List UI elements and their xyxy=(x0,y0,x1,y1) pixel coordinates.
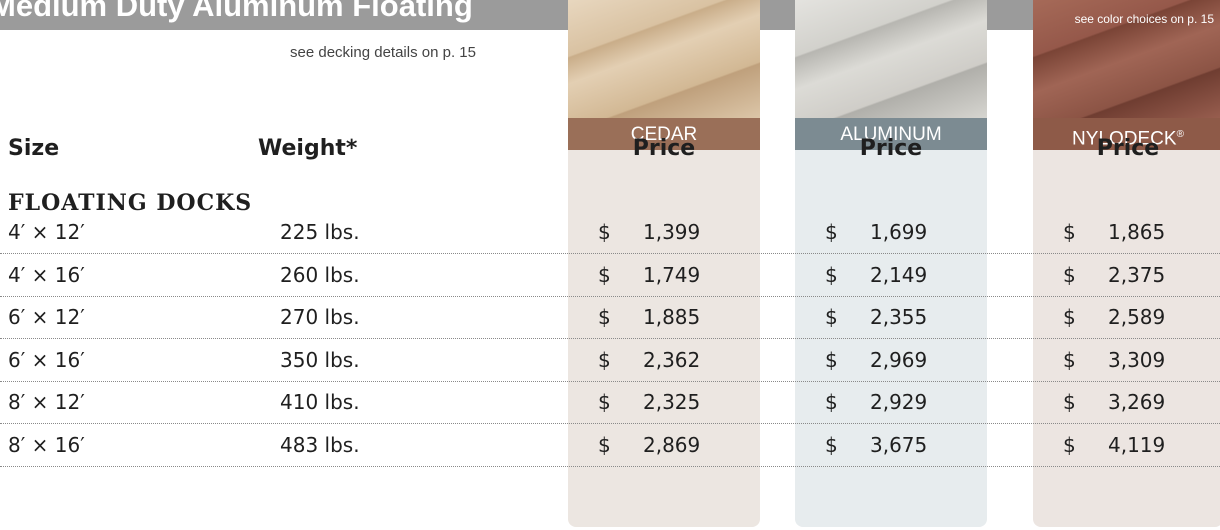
price: 2,149 xyxy=(870,263,927,287)
price: 4,119 xyxy=(1108,433,1165,457)
weight: 410 lbs. xyxy=(280,390,360,414)
row-rule xyxy=(0,423,1220,424)
price: 1,865 xyxy=(1108,220,1165,244)
price: 2,969 xyxy=(870,348,927,372)
weight: 270 lbs. xyxy=(280,305,360,329)
price: 2,362 xyxy=(643,348,700,372)
section-title: FLOATING DOCKS xyxy=(8,190,252,216)
row-rule xyxy=(0,381,1220,382)
weight-header: Weight* xyxy=(258,136,357,161)
price: 3,269 xyxy=(1108,390,1165,414)
size: 8′ × 16′ xyxy=(8,433,85,457)
row-rule xyxy=(0,253,1220,254)
decking-note: see decking details on p. 15 xyxy=(290,44,476,61)
currency: $ xyxy=(825,348,838,372)
page: {"header":{"title":"Medium Duty Aluminum… xyxy=(0,0,1220,530)
currency: $ xyxy=(598,348,611,372)
currency: $ xyxy=(598,220,611,244)
currency: $ xyxy=(1063,305,1076,329)
currency: $ xyxy=(598,305,611,329)
currency: $ xyxy=(598,263,611,287)
currency: $ xyxy=(1063,433,1076,457)
price-header: Price xyxy=(1033,136,1220,161)
currency: $ xyxy=(825,263,838,287)
currency: $ xyxy=(825,433,838,457)
title: Medium Duty Aluminum Floating xyxy=(0,0,473,24)
row-rule xyxy=(0,338,1220,339)
price: 3,309 xyxy=(1108,348,1165,372)
price-header: Price xyxy=(795,136,987,161)
currency: $ xyxy=(1063,263,1076,287)
price: 3,675 xyxy=(870,433,927,457)
price: 1,885 xyxy=(643,305,700,329)
price: 1,749 xyxy=(643,263,700,287)
currency: $ xyxy=(1063,348,1076,372)
size: 4′ × 16′ xyxy=(8,263,85,287)
price: 1,699 xyxy=(870,220,927,244)
currency: $ xyxy=(1063,390,1076,414)
price: 1,399 xyxy=(643,220,700,244)
swatch xyxy=(568,0,760,118)
currency: $ xyxy=(598,433,611,457)
size: 4′ × 12′ xyxy=(8,220,85,244)
currency: $ xyxy=(598,390,611,414)
row-rule xyxy=(0,296,1220,297)
size-header: Size xyxy=(8,136,59,161)
weight: 260 lbs. xyxy=(280,263,360,287)
price: 2,589 xyxy=(1108,305,1165,329)
price-header: Price xyxy=(568,136,760,161)
price: 2,869 xyxy=(643,433,700,457)
currency: $ xyxy=(1063,220,1076,244)
weight: 350 lbs. xyxy=(280,348,360,372)
size: 8′ × 12′ xyxy=(8,390,85,414)
currency: $ xyxy=(825,220,838,244)
swatch xyxy=(795,0,987,118)
price: 2,325 xyxy=(643,390,700,414)
size: 6′ × 12′ xyxy=(8,305,85,329)
weight: 225 lbs. xyxy=(280,220,360,244)
currency: $ xyxy=(825,305,838,329)
currency: $ xyxy=(825,390,838,414)
weight: 483 lbs. xyxy=(280,433,360,457)
price: 2,929 xyxy=(870,390,927,414)
row-rule xyxy=(0,466,1220,467)
price: 2,375 xyxy=(1108,263,1165,287)
size: 6′ × 16′ xyxy=(8,348,85,372)
price: 2,355 xyxy=(870,305,927,329)
color-note: see color choices on p. 15 xyxy=(1075,12,1214,26)
